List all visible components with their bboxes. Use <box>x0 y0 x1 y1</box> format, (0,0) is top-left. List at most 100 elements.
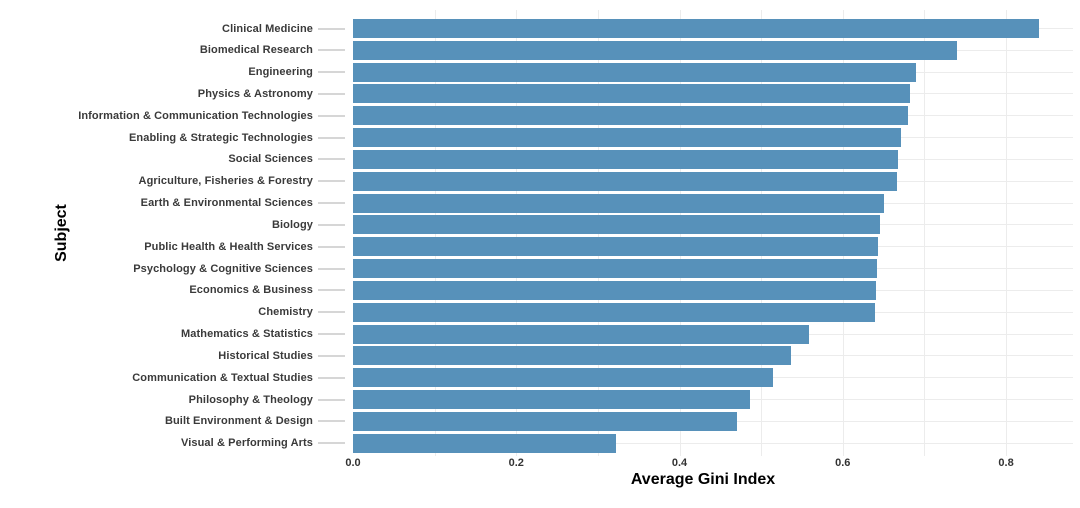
x-axis-title: Average Gini Index <box>630 471 776 488</box>
axis-tick-mark <box>318 180 345 183</box>
category-label: Physics & Astronomy <box>197 87 313 100</box>
bar <box>353 62 917 82</box>
bar-track <box>353 84 1073 104</box>
axis-tick-mark <box>318 49 345 52</box>
axis-tick-mark <box>318 376 345 379</box>
bar-track <box>353 128 1073 148</box>
axis-tick-mark <box>318 245 345 248</box>
axis-tick-mark <box>318 333 345 336</box>
bar <box>353 259 878 279</box>
axis-tick-mark <box>318 420 345 423</box>
bar <box>353 19 1039 38</box>
category-label: Enabling & Strategic Technologies <box>128 131 313 144</box>
chart-row: Engineering <box>0 62 1073 82</box>
category-label: Social Sciences <box>228 153 313 166</box>
axis-tick-mark <box>318 71 345 74</box>
bar-track <box>353 149 1073 169</box>
category-label: Mathematics & Statistics <box>181 328 313 341</box>
x-tick-label: 0.4 <box>671 457 688 469</box>
chart-row: Psychology & Cognitive Sciences <box>0 259 1073 279</box>
axis-tick-mark <box>318 442 345 445</box>
x-tick-label: 0.8 <box>998 457 1014 469</box>
bar-track <box>353 171 1073 191</box>
bar <box>353 390 750 410</box>
chart-row: Social Sciences <box>0 149 1073 169</box>
axis-tick-mark <box>318 158 345 161</box>
category-label: Built Environment & Design <box>164 415 313 428</box>
chart-row: Mathematics & Statistics <box>0 324 1073 344</box>
category-label: Public Health & Health Services <box>144 240 313 253</box>
axis-tick-mark <box>318 289 345 292</box>
bar <box>353 84 910 104</box>
chart-row: Earth & Environmental Sciences <box>0 193 1073 213</box>
bar <box>353 346 791 366</box>
axis-tick-mark <box>318 27 345 30</box>
axis-tick-mark <box>318 92 345 95</box>
bar <box>353 215 880 235</box>
chart-row: Built Environment & Design <box>0 411 1073 431</box>
rows: Clinical Medicine Biomedical Research Engi… <box>0 19 1073 453</box>
bar-track <box>353 215 1073 235</box>
bar-track <box>353 62 1073 82</box>
bar-track <box>353 346 1073 366</box>
bar <box>353 106 909 126</box>
bar-track <box>353 106 1073 126</box>
bar-track <box>353 40 1073 60</box>
axis-tick-mark <box>318 398 345 401</box>
category-label: Psychology & Cognitive Sciences <box>133 262 313 275</box>
x-tick-label: 0.0 <box>345 457 361 469</box>
bar <box>353 433 616 453</box>
bar <box>353 237 878 257</box>
category-label: Information & Communication Technologies <box>78 109 313 122</box>
bar <box>353 128 901 148</box>
category-label: Visual & Performing Arts <box>181 437 313 450</box>
axis-tick-mark <box>318 267 345 270</box>
category-label: Communication & Textual Studies <box>132 371 313 384</box>
category-label: Biology <box>271 218 313 231</box>
chart-row: Biology <box>0 215 1073 235</box>
chart-row: Public Health & Health Services <box>0 237 1073 257</box>
category-label: Chemistry <box>258 306 313 319</box>
axis-tick-mark <box>318 114 345 117</box>
bar <box>353 280 877 300</box>
category-label: Biomedical Research <box>199 44 313 57</box>
bar-track <box>353 411 1073 431</box>
x-tick-label: 0.2 <box>508 457 524 469</box>
x-tick-label: 0.6 <box>835 457 851 469</box>
bar-track <box>353 368 1073 388</box>
chart-row: Philosophy & Theology <box>0 390 1073 410</box>
chart-row: Historical Studies <box>0 346 1073 366</box>
axis-tick-mark <box>318 311 345 314</box>
bar-track <box>353 259 1073 279</box>
category-label: Clinical Medicine <box>222 22 313 35</box>
chart-row: Economics & Business <box>0 280 1073 300</box>
bar <box>353 368 773 388</box>
chart-row: Clinical Medicine <box>0 19 1073 38</box>
chart-row: Information & Communication Technologies <box>0 106 1073 126</box>
bar <box>353 302 876 322</box>
bar-track <box>353 433 1073 453</box>
chart-row: Communication & Textual Studies <box>0 368 1073 388</box>
bar-track <box>353 390 1073 410</box>
bar <box>353 149 899 169</box>
bar-track <box>353 280 1073 300</box>
category-label: Philosophy & Theology <box>188 393 313 406</box>
axis-tick-mark <box>318 354 345 357</box>
axis-tick-mark <box>318 223 345 226</box>
chart-row: Enabling & Strategic Technologies <box>0 128 1073 148</box>
category-label: Engineering <box>248 66 313 79</box>
bar <box>353 171 898 191</box>
bar-track <box>353 193 1073 213</box>
bar <box>353 411 738 431</box>
chart-row: Visual & Performing Arts <box>0 433 1073 453</box>
bar-track <box>353 324 1073 344</box>
bar <box>353 324 809 344</box>
axis-tick-mark <box>318 136 345 139</box>
chart-row: Physics & Astronomy <box>0 84 1073 104</box>
bar-track <box>353 19 1073 38</box>
bar <box>353 193 884 213</box>
chart-row: Chemistry <box>0 302 1073 322</box>
bar <box>353 40 958 60</box>
category-label: Historical Studies <box>218 349 313 362</box>
